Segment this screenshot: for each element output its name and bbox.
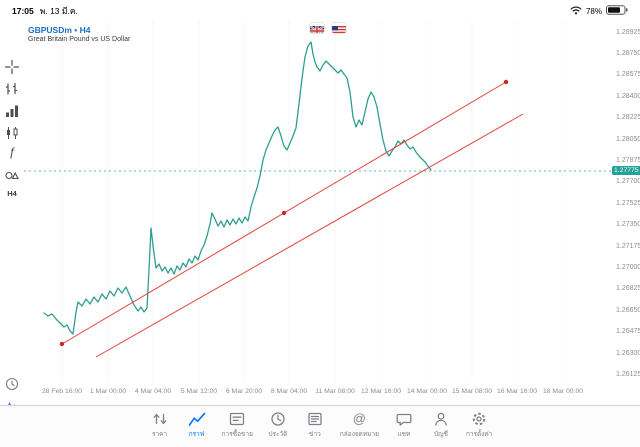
time-axis-label: 12 Mar 16:00 [360,388,402,395]
price-axis-label: 1.28925 [616,29,640,36]
price-axis-label: 1.28750 [616,50,640,57]
battery-percent: 78% [585,6,602,16]
time-axis-label: 18 Mar 00:00 [542,388,584,395]
time-axis-label: 8 Mar 04:00 [270,388,308,395]
bottom-nav-bar: ราคา กราฟ การซื้อขาย [0,405,640,447]
price-axis-label: 1.28050 [616,136,640,143]
nav-tab-accounts[interactable]: บัญชี [429,410,453,439]
time-axis-label: 16 Mar 16:00 [496,388,538,395]
price-axis-label: 1.27350 [616,221,640,228]
price-axis-label: 1.28225 [616,114,640,121]
crosshair-icon[interactable] [4,59,20,75]
ohlc-bars-icon[interactable] [4,81,20,97]
timeframe-button[interactable]: H4 [7,188,17,198]
status-date: พ. 13 มี.ค. [39,6,78,16]
gear-icon [470,410,488,428]
price-axis-label: 1.27175 [616,243,640,250]
nav-tab-settings[interactable]: การตั้งค่า [466,410,492,439]
column-chart-icon[interactable] [4,103,20,119]
candlestick-icon[interactable] [4,125,20,141]
chart-toolbar: ƒ H4 [0,22,24,412]
chart-header: GBPUSDm • H4 Great Britain Pound vs US D… [28,25,130,43]
price-axis-label: 1.26125 [616,371,640,378]
line-chart-icon [188,410,206,428]
time-axis-label: 4 Mar 04:00 [134,388,172,395]
nav-tab-charts[interactable]: กราฟ [185,410,209,439]
price-axis-label: 1.28575 [616,71,640,78]
history-clock-icon [269,410,287,428]
symbol-title: GBPUSDm • H4 [28,25,91,35]
time-axis-label: 11 Mar 08:00 [315,388,355,395]
nav-tab-chat[interactable]: แชท [392,410,416,439]
status-time: 17:05 [12,6,34,16]
price-axis-label: 1.27000 [616,264,640,271]
newspaper-icon [306,410,324,428]
trend-line-handle[interactable] [281,210,287,216]
status-bar: 17:05 พ. 13 มี.ค. 78% [0,0,640,22]
chat-bubble-icon [395,410,413,428]
time-axis-label: 6 Mar 20:00 [225,388,263,395]
price-axis-label: 1.26475 [616,328,640,335]
quotes-arrows-icon [151,410,169,428]
price-axis-label: 1.26825 [616,285,640,292]
trend-line-handle[interactable] [503,79,509,85]
objects-icon[interactable] [4,165,20,181]
us-flag-icon[interactable] [332,23,346,33]
clock-icon[interactable] [4,376,20,392]
price-axis-label: 1.26650 [616,307,640,314]
indicators-icon[interactable]: ƒ [8,145,16,159]
nav-tab-mailbox[interactable]: @ กล่องจดหมาย [339,411,379,438]
person-icon [432,410,450,428]
symbol-description: Great Britain Pound vs US Dollar [28,36,131,43]
price-axis-label: 1.27875 [616,157,640,164]
nav-tab-news[interactable]: ข่าว [303,410,327,439]
trend-line-handle[interactable] [59,341,65,347]
price-axis-label: 1.28400 [616,93,640,100]
trade-panel-icon [228,410,246,428]
time-axis-label: 1 Mar 00:00 [89,388,127,395]
chart-tabs [310,23,346,33]
price-axis-label: 1.27700 [616,178,640,185]
nav-tab-trade[interactable]: การซื้อขาย [222,410,253,439]
time-axis-label: 14 Mar 00:00 [406,388,448,395]
time-axis-label: 15 Mar 08:00 [451,388,493,395]
current-price-badge: 1.27775 [612,166,640,175]
price-axis-label: 1.27525 [616,200,640,207]
trend-line[interactable] [95,113,524,358]
gb-flag-icon[interactable] [310,23,324,33]
nav-tab-quotes[interactable]: ราคา [148,410,172,439]
battery-icon [606,5,628,17]
price-series-line [43,41,432,335]
price-axis-label: 1.26300 [616,350,640,357]
time-axis-label: 5 Mar 12:00 [180,388,218,395]
nav-tab-history[interactable]: ประวัติ [266,410,290,439]
wifi-icon [570,5,582,17]
at-sign-icon: @ [352,411,366,426]
time-axis-label: 28 Feb 16:00 [41,388,83,395]
